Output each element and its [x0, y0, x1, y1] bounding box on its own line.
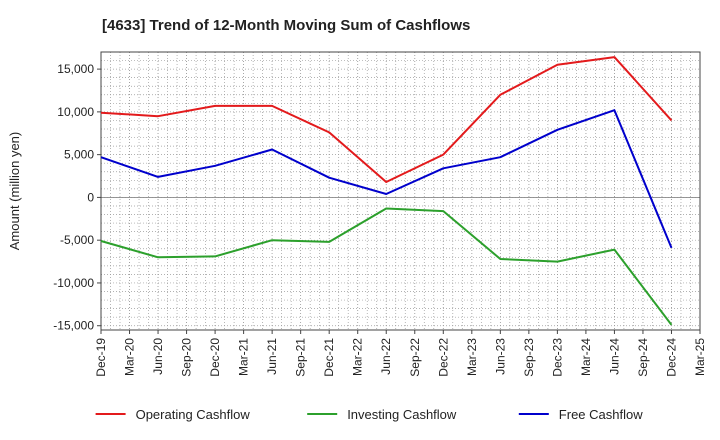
- y-tick-label: -5,000: [60, 233, 94, 247]
- x-tick-label: Jun-24: [607, 338, 621, 375]
- y-tick-label: 15,000: [57, 62, 94, 76]
- x-tick-label: Mar-21: [237, 338, 251, 376]
- x-tick-label: Dec-20: [208, 338, 222, 377]
- y-axis-label: Amount (million yen): [7, 132, 22, 251]
- x-tick-label: Sep-20: [180, 338, 194, 377]
- series-line-investing-cashflow: [100, 207, 673, 326]
- x-tick-label: Dec-22: [436, 338, 450, 377]
- y-tick-label: -15,000: [53, 319, 94, 333]
- x-tick-label: Jun-20: [151, 338, 165, 375]
- x-tick-label: Sep-24: [636, 338, 650, 377]
- plot-background: [101, 52, 700, 330]
- legend-label-investing-cashflow: Investing Cashflow: [347, 407, 457, 422]
- x-tick-label: Mar-25: [693, 338, 707, 376]
- series-line-operating-cashflow: [100, 56, 673, 183]
- x-tick-label: Dec-23: [550, 338, 564, 377]
- x-tick-label: Mar-23: [465, 338, 479, 376]
- x-tick-label: Sep-23: [522, 338, 536, 377]
- legend-label-free-cashflow: Free Cashflow: [559, 407, 643, 422]
- x-tick-label: Mar-20: [123, 338, 137, 376]
- x-tick-label: Jun-21: [265, 338, 279, 375]
- x-tick-label: Dec-19: [94, 338, 108, 377]
- x-tick-label: Sep-22: [408, 338, 422, 377]
- x-tick-label: Dec-24: [664, 338, 678, 377]
- x-tick-label: Jun-23: [493, 338, 507, 375]
- legend: Operating Cashflow Investing Cashflow Free…: [95, 407, 643, 422]
- plot-border: [100, 51, 701, 331]
- legend-label-operating-cashflow: Operating Cashflow: [136, 407, 251, 422]
- y-tick-label: 0: [87, 190, 94, 204]
- chart-title: [4633] Trend of 12-Month Moving Sum of C…: [102, 17, 470, 34]
- y-tick-label: 10,000: [57, 105, 94, 119]
- x-tick-label: Sep-21: [294, 338, 308, 377]
- y-tick-label: -10,000: [53, 276, 94, 290]
- x-tick-label: Dec-21: [322, 338, 336, 377]
- y-tick-label: 5,000: [64, 148, 94, 162]
- x-tick-label: Mar-24: [579, 338, 593, 376]
- x-tick-label: Mar-22: [351, 338, 365, 376]
- x-tick-label: Jun-22: [379, 338, 393, 375]
- series-line-free-cashflow: [100, 109, 673, 249]
- plot-area: -15,000 -10,000 -5,000 0 5,000 10,000 15,000 De…: [53, 51, 707, 377]
